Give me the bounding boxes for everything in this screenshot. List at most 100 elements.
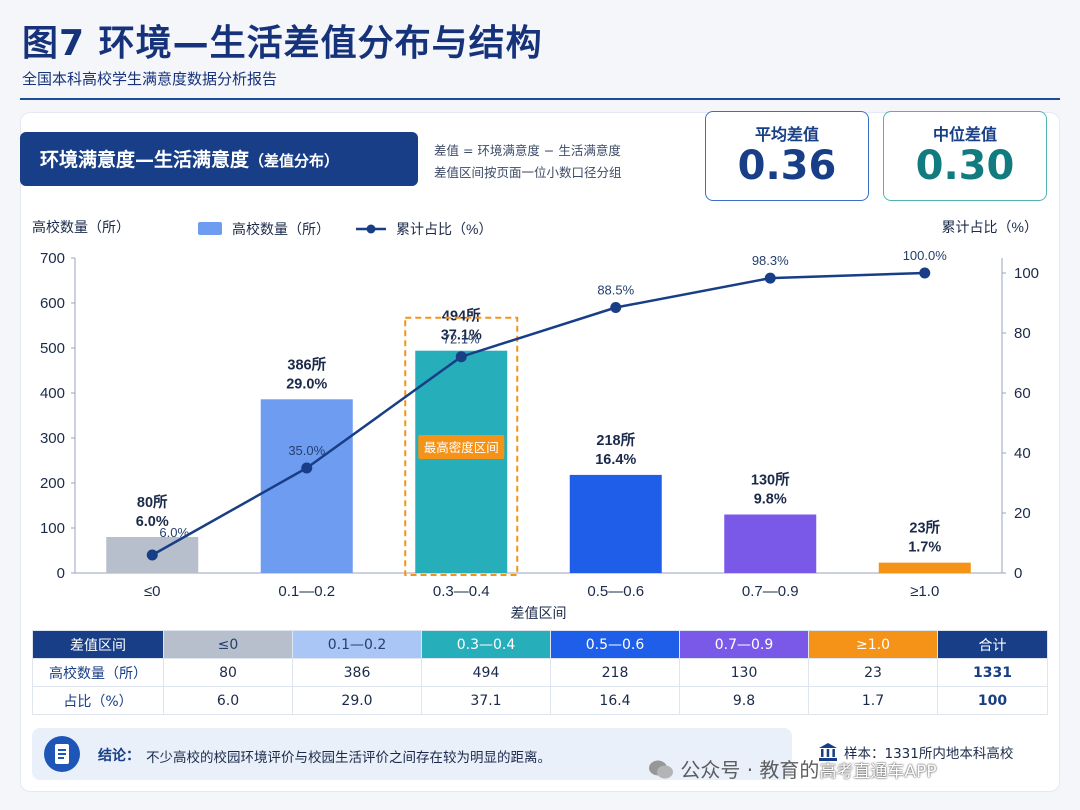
y-tick-label: 200: [40, 475, 65, 492]
table-column-header: 0.7—0.9: [679, 630, 809, 659]
table-cell: 37.1: [421, 686, 551, 715]
bar: [878, 562, 971, 573]
y2-tick-label: 100: [1014, 265, 1039, 282]
mean-diff-label: 平均差值: [754, 125, 819, 144]
table-cell: 16.4: [550, 686, 680, 715]
document-icon: [44, 736, 80, 772]
section-title-suffix: （差值分布）: [249, 152, 340, 170]
bar-count-label: 218所: [596, 432, 635, 449]
bar: [415, 350, 508, 573]
median-diff-card: 中位差值 0.30: [883, 111, 1047, 201]
sample-text: 样本：1331所内地本科高校: [844, 746, 1014, 762]
table-row-header: 高校数量（所）: [32, 658, 164, 687]
summary-table: 差值区间 ≤0 0.1—0.2 0.3—0.4 0.5—0.6 0.7—0.9 ≥1.0 合计…: [32, 630, 1048, 715]
cumulative-label: 98.3%: [752, 253, 789, 268]
mean-diff-card: 平均差值 0.36: [705, 111, 869, 201]
formula-note-line1: 差值 = 环境满意度 − 生活满意度: [434, 143, 621, 158]
cumulative-point: [919, 267, 931, 279]
figure-subtitle: 全国本科高校学生满意度数据分析报告: [22, 70, 278, 88]
bar-count-label: 386所: [287, 356, 326, 373]
bar-count-label: 80所: [137, 494, 168, 511]
bar-count-label: 130所: [751, 472, 790, 489]
table-corner-header: 差值区间: [32, 630, 164, 659]
y-tick-label: 300: [40, 430, 65, 447]
y-tick-label: 0: [57, 565, 65, 582]
table-header-row: 差值区间 ≤0 0.1—0.2 0.3—0.4 0.5—0.6 0.7—0.9 ≥1.0 合计: [32, 630, 1048, 659]
bank-icon: [818, 742, 838, 766]
table-cell: 1.7: [808, 686, 938, 715]
x-axis-title: 差值区间: [511, 605, 567, 621]
wechat-icon: [648, 758, 680, 782]
cumulative-point: [301, 462, 313, 474]
section-title: 环境满意度—生活满意度（差值分布）: [20, 132, 418, 186]
figure-title: 图7 环境—生活差值分布与结构: [22, 23, 543, 64]
table-row-share: 占比（%） 6.0 29.0 37.1 16.4 9.8 1.7 100: [32, 686, 1048, 715]
y2-tick-label: 80: [1014, 325, 1031, 342]
table-row-count: 高校数量（所） 80 386 494 218 130 23 1331: [32, 658, 1048, 687]
legend-bar-label: 高校数量（所）: [232, 221, 330, 237]
median-diff-value: 0.30: [915, 143, 1015, 189]
table-cell: 218: [550, 658, 680, 687]
cumulative-point: [146, 549, 158, 561]
table-column-header: ≤0: [163, 630, 293, 659]
header-divider: [20, 98, 1060, 100]
y2-tick-label: 40: [1014, 445, 1031, 462]
y-tick-label: 600: [40, 295, 65, 312]
table-column-header: 0.5—0.6: [550, 630, 680, 659]
bar-pct-label: 1.7%: [908, 540, 941, 556]
y2-tick-label: 20: [1014, 505, 1031, 522]
table-cell: 9.8: [679, 686, 809, 715]
table-column-header: 0.3—0.4: [421, 630, 551, 659]
cumulative-point: [610, 302, 622, 313]
legend-line-marker: [366, 224, 376, 234]
table-cell: 80: [163, 658, 293, 687]
bar: [569, 474, 662, 573]
table-column-header: ≥1.0: [808, 630, 938, 659]
formula-note-line2: 差值区间按页面一位小数口径分组: [434, 165, 622, 180]
table-column-header: 合计: [937, 630, 1048, 659]
conclusion-box: 结论： 不少高校的校园环境评价与校园生活评价之间存在较为明显的距离。: [32, 728, 792, 780]
y-tick-label: 100: [40, 520, 65, 537]
cumulative-label: 100.0%: [903, 248, 948, 263]
watermark-app: 高考直通车APP: [819, 762, 937, 782]
watermark: 公众号 · 教育的高考直通车APP: [648, 754, 937, 783]
conclusion-label: 结论：: [98, 748, 140, 764]
table-row-header: 占比（%）: [32, 686, 164, 715]
conclusion-text: 不少高校的校园环境评价与校园生活评价之间存在较为明显的距离。: [146, 750, 551, 766]
bar-count-label: 494所: [442, 308, 481, 325]
distribution-chart: 0 100 200 300 400 500 600 700 0 20 40 60 80 100 高校数量（所…: [32, 219, 1039, 621]
cumulative-point: [764, 272, 776, 284]
cumulative-label: 88.5%: [597, 283, 634, 298]
table-cell: 23: [808, 658, 938, 687]
table-cell: 29.0: [292, 686, 422, 715]
median-diff-label: 中位差值: [932, 125, 997, 144]
bar-pct-label: 16.4%: [595, 452, 636, 468]
x-tick-label: 0.7—0.9: [742, 583, 799, 600]
bar-pct-label: 37.1%: [441, 328, 482, 344]
table-cell: 6.0: [163, 686, 293, 715]
cumulative-point: [455, 351, 467, 363]
table-cell: 494: [421, 658, 551, 687]
table-total-cell: 1331: [937, 658, 1048, 687]
cumulative-label: 6.0%: [159, 525, 189, 540]
y-tick-label: 500: [40, 340, 65, 357]
y-tick-label: 700: [40, 250, 65, 267]
formula-note: 差值 = 环境满意度 − 生活满意度 差值区间按页面一位小数口径分组: [434, 140, 622, 184]
mean-diff-value: 0.36: [737, 143, 837, 189]
watermark-text: 公众号 · 教育的: [680, 758, 820, 782]
y2-tick-label: 0: [1014, 565, 1022, 582]
y2-axis-title: 累计占比（%）: [942, 219, 1038, 235]
y-axis-title: 高校数量（所）: [32, 219, 130, 235]
section-title-main: 环境满意度—生活满意度: [40, 149, 250, 171]
y-tick-label: 400: [40, 385, 65, 402]
bar: [724, 514, 817, 573]
bar-count-label: 23所: [909, 520, 940, 537]
table-total-cell: 100: [937, 686, 1048, 715]
highlight-tag: [418, 435, 505, 459]
legend-line-label: 累计占比（%）: [396, 221, 492, 237]
cumulative-label: 72.1%: [443, 332, 480, 347]
sample-note: 样本：1331所内地本科高校: [818, 742, 1013, 766]
bar-pct-label: 6.0%: [136, 514, 169, 530]
x-tick-label: ≥1.0: [910, 583, 939, 600]
highlight-tag-label: 最高密度区间: [424, 440, 499, 455]
